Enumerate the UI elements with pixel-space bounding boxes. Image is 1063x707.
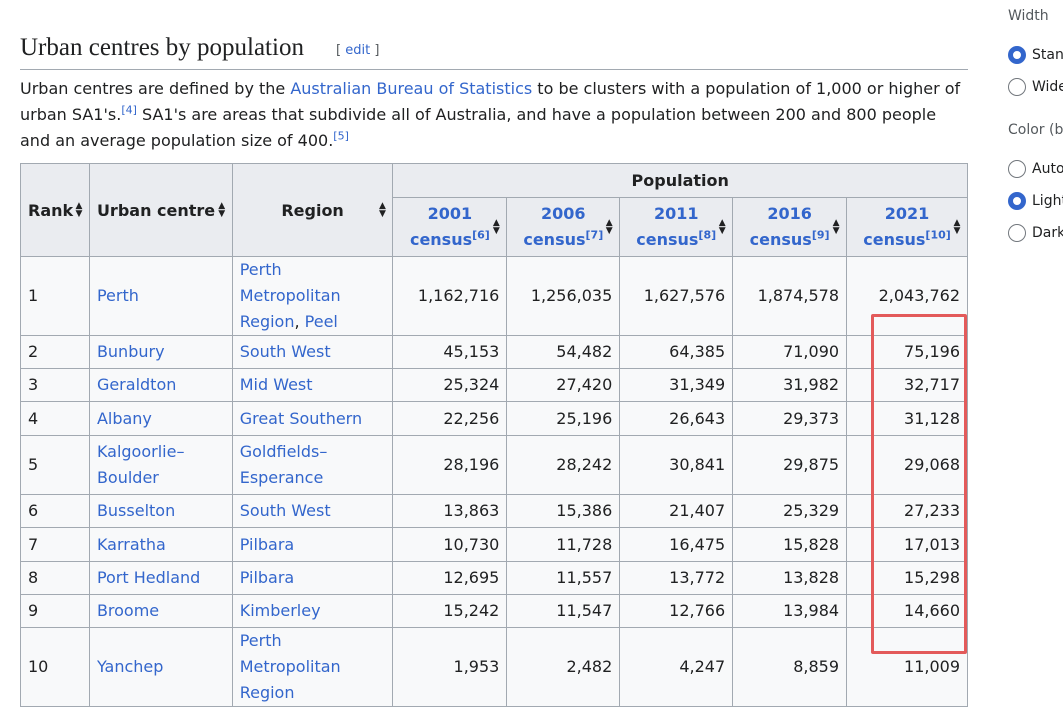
region-link[interactable]: Region xyxy=(239,683,295,702)
urban-centres-table: Rank ▲ ▼ Urban centre ▲ ▼ Region ▲ ▼ Populatio… xyxy=(20,163,968,707)
centre-link[interactable]: Karratha xyxy=(96,534,166,554)
table-row: 10 Yanchep Perth Metropolitan Region 1,95… xyxy=(20,627,968,707)
table-row: 1 Perth Perth Metropolitan Region, Peel 1… xyxy=(20,256,968,336)
appearance-panel: Width Standard Wide Color (beta) Automat… xyxy=(1008,0,1063,672)
table-row: 3 Geraldton Mid West 25,324 27,420 31,34… xyxy=(20,368,968,402)
centre-link[interactable]: Busselton xyxy=(96,501,176,520)
section-title: Urban centres by population xyxy=(20,34,304,61)
centre-link[interactable]: Geraldton xyxy=(96,375,177,394)
region-link[interactable]: Pilbara xyxy=(239,534,295,554)
sort-icon: ▲ ▼ xyxy=(378,201,386,219)
region-link[interactable]: Perth Metropolitan xyxy=(239,260,341,305)
table-row: 8 Port Hedland Pilbara 12,695 11,557 13,… xyxy=(20,561,968,595)
header-census-2001[interactable]: 2001 census[6] ▲ ▼ xyxy=(392,197,508,257)
region-link[interactable]: Kimberley xyxy=(239,601,321,620)
header-census-2011[interactable]: 2011 census[8] ▲ ▼ xyxy=(619,197,734,257)
region-link[interactable]: Peel xyxy=(304,312,338,331)
region-link[interactable]: Goldfields– xyxy=(239,442,328,461)
table-row: 9 Broome Kimberley 15,242 11,547 12,766 … xyxy=(20,594,968,628)
ref-5-link[interactable]: [5] xyxy=(333,129,349,143)
radio-unchecked-icon[interactable] xyxy=(1008,224,1026,242)
edit-section: [ edit ] xyxy=(336,43,380,58)
width-heading: Width xyxy=(1008,8,1049,24)
region-link[interactable]: Perth Metropolitan xyxy=(239,631,341,676)
header-rank[interactable]: Rank ▲ ▼ xyxy=(20,163,90,257)
edit-section-link[interactable]: edit xyxy=(345,43,371,58)
centre-link[interactable]: Yanchep xyxy=(96,657,164,676)
centre-link[interactable]: Kalgoorlie– xyxy=(96,442,185,461)
header-census-2021[interactable]: 2021 census[10] ▲ ▼ xyxy=(846,197,968,257)
table-row: 7 Karratha Pilbara 10,730 11,728 16,475 … xyxy=(20,527,968,562)
centre-link[interactable]: Boulder xyxy=(96,468,159,487)
region-link[interactable]: Esperance xyxy=(239,468,324,487)
header-population: Population xyxy=(392,163,968,198)
table-row: 4 Albany Great Southern 22,256 25,196 26… xyxy=(20,401,968,436)
centre-link[interactable]: Perth xyxy=(96,286,139,305)
table-row: 5 Kalgoorlie– Boulder Goldfields– Esperanc… xyxy=(20,435,968,495)
radio-unchecked-icon[interactable] xyxy=(1008,160,1026,178)
centre-link[interactable]: Albany xyxy=(96,408,152,428)
sort-icon: ▲ ▼ xyxy=(953,218,961,236)
region-link[interactable]: Region xyxy=(239,312,295,331)
section-heading-row: Urban centres by population [ edit ] xyxy=(20,30,968,70)
sort-icon: ▲ ▼ xyxy=(218,201,226,219)
header-urban-centre[interactable]: Urban centre ▲ ▼ xyxy=(88,163,233,257)
centre-link[interactable]: Port Hedland xyxy=(96,568,201,587)
region-link[interactable]: Pilbara xyxy=(239,568,295,587)
radio-unchecked-icon[interactable] xyxy=(1008,78,1026,96)
header-region[interactable]: Region ▲ ▼ xyxy=(231,163,394,257)
header-census-2006[interactable]: 2006 census[7] ▲ ▼ xyxy=(506,197,621,257)
header-census-2016[interactable]: 2016 census[9] ▲ ▼ xyxy=(732,197,848,257)
sort-icon: ▲ ▼ xyxy=(718,218,726,236)
region-link[interactable]: Mid West xyxy=(239,375,313,394)
sort-icon: ▲ ▼ xyxy=(75,201,83,219)
radio-checked-icon[interactable] xyxy=(1008,192,1026,210)
region-link[interactable]: South West xyxy=(239,342,331,361)
table-row: 6 Busselton South West 13,863 15,386 21,… xyxy=(20,494,968,528)
sort-icon: ▲ ▼ xyxy=(832,218,840,236)
sort-icon: ▲ ▼ xyxy=(492,218,500,236)
ref-4-link[interactable]: [4] xyxy=(121,103,137,117)
region-link[interactable]: South West xyxy=(239,501,331,520)
abs-link[interactable]: Australian Bureau of Statistics xyxy=(290,79,533,98)
radio-checked-icon[interactable] xyxy=(1008,46,1026,64)
centre-link[interactable]: Bunbury xyxy=(96,342,165,361)
table-row: 2 Bunbury South West 45,153 54,482 64,38… xyxy=(20,335,968,369)
intro-paragraph: Urban centres are defined by the Austral… xyxy=(20,79,961,150)
color-heading: Color (beta) xyxy=(1008,122,1063,138)
sort-icon: ▲ ▼ xyxy=(605,218,613,236)
centre-link[interactable]: Broome xyxy=(96,601,160,620)
region-link[interactable]: Great Southern xyxy=(239,408,363,428)
